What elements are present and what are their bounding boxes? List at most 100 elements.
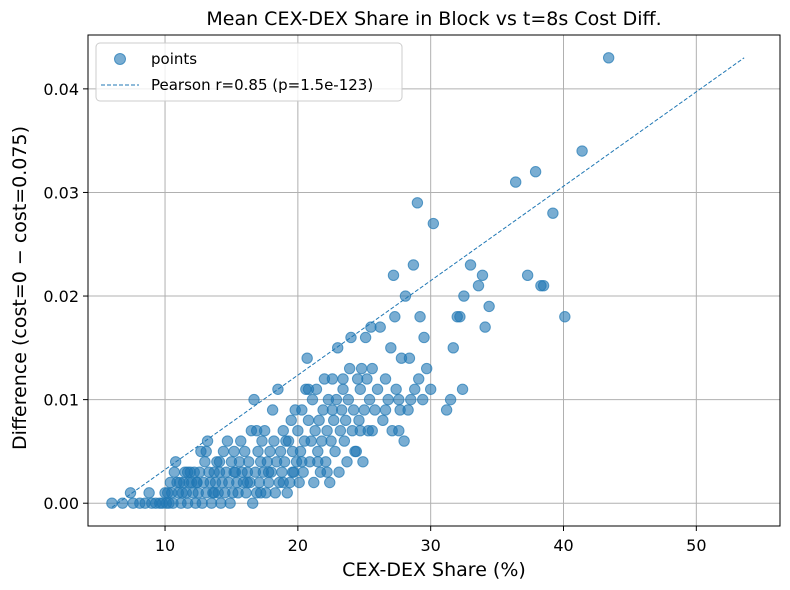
- scatter-point: [458, 290, 470, 302]
- scatter-point: [413, 373, 425, 385]
- scatter-point: [343, 362, 356, 375]
- scatter-point: [363, 393, 376, 406]
- scatter-point: [387, 269, 400, 282]
- scatter-point: [321, 466, 333, 478]
- scatter-point: [405, 393, 417, 406]
- scatter-point: [398, 435, 410, 447]
- scatter-point: [403, 352, 416, 364]
- scatter-point: [447, 342, 459, 354]
- scatter-point: [272, 383, 284, 395]
- scatter-point: [235, 435, 247, 447]
- scatter-point: [266, 404, 279, 416]
- scatter-point: [374, 321, 386, 333]
- scatter-point: [221, 435, 234, 447]
- scatter-point: [337, 373, 349, 385]
- x-tick-label: 20: [288, 536, 308, 555]
- scatter-point: [191, 476, 203, 489]
- scatter-point: [334, 425, 347, 437]
- plot-frame: [87, 34, 781, 527]
- x-axis-label: CEX-DEX Share (%): [342, 559, 526, 581]
- scatter-point: [168, 466, 181, 478]
- scatter-point: [357, 456, 369, 468]
- scatter-point: [248, 393, 260, 406]
- scatter-point: [286, 466, 299, 478]
- y-axis-label: Difference (cost=0 − cost=0.075): [9, 126, 31, 450]
- scatter-point: [302, 383, 315, 395]
- scatter-point: [338, 435, 351, 447]
- scatter-point: [424, 383, 437, 395]
- scatter-point: [228, 445, 240, 458]
- x-tick-label: 30: [420, 536, 440, 555]
- scatter-point: [427, 217, 440, 230]
- scatter-point: [342, 393, 355, 406]
- legend: points Pearson r=0.85 (p=1.5e-123): [95, 42, 403, 102]
- scatter-point: [345, 331, 357, 344]
- scatter-point: [464, 259, 477, 271]
- scatter-point: [241, 476, 254, 489]
- scatter-point: [199, 456, 211, 468]
- y-tick-label: 0.03: [43, 183, 79, 202]
- scatter-point: [276, 466, 288, 478]
- scatter-point: [402, 404, 414, 416]
- scatter-point: [576, 145, 588, 157]
- regression-line: [111, 57, 745, 508]
- y-tick-label: 0.04: [43, 80, 79, 99]
- legend-marker-points: [114, 53, 126, 65]
- scatter-point: [483, 300, 495, 313]
- scatter-point: [377, 414, 389, 427]
- scatter-point: [277, 476, 289, 489]
- scatter-point: [164, 476, 177, 489]
- scatter-point: [389, 311, 401, 323]
- scatter-point: [479, 321, 491, 333]
- scatter-point: [297, 466, 309, 478]
- scatter-point: [414, 311, 426, 323]
- scatter-point: [529, 166, 542, 178]
- scatter-point: [537, 279, 550, 292]
- y-tick-label: 0.02: [43, 287, 79, 306]
- scatter-point: [390, 383, 402, 395]
- scatter-point: [324, 476, 336, 489]
- scatter-point: [521, 269, 534, 282]
- scatter-point: [285, 414, 297, 427]
- scatter-point: [354, 383, 366, 395]
- scatter-point: [247, 497, 259, 509]
- scatter-point: [559, 311, 571, 323]
- scatter-point: [509, 176, 522, 188]
- scatter-point: [240, 487, 252, 499]
- scatter-point: [325, 435, 337, 447]
- scatter-point: [399, 290, 412, 302]
- scatter-point: [354, 425, 366, 437]
- scatter-point: [309, 425, 321, 437]
- scatter-point: [440, 404, 453, 416]
- legend-label-line: Pearson r=0.85 (p=1.5e-123): [151, 76, 373, 94]
- scatter-point: [224, 497, 236, 509]
- scatter-point: [472, 279, 485, 292]
- scatter-point: [444, 393, 457, 406]
- scatter-point: [201, 435, 214, 447]
- scatter-point: [359, 331, 372, 344]
- scatter-point: [329, 445, 341, 458]
- scatter-point: [382, 393, 394, 406]
- scatter-point: [274, 445, 287, 458]
- scatter-point: [217, 445, 230, 458]
- scatter-point: [547, 207, 559, 219]
- x-tick-label: 50: [686, 536, 706, 555]
- scatter-point: [371, 383, 384, 395]
- y-tick-label: 0.00: [43, 494, 79, 513]
- x-tick-label: 10: [155, 536, 175, 555]
- scatter-point: [305, 435, 317, 447]
- scatter-point: [181, 466, 194, 478]
- scatter-point: [326, 373, 339, 385]
- legend-label-points: points: [151, 50, 197, 68]
- scatter-point: [254, 487, 267, 499]
- scatter-point: [347, 404, 360, 416]
- scatter-point: [213, 456, 226, 468]
- scatter-point: [294, 445, 307, 458]
- scatter-point: [256, 435, 268, 447]
- scatter-point: [349, 445, 361, 458]
- scatter-point: [268, 435, 280, 447]
- scatter-point: [341, 456, 353, 468]
- scatter-point: [326, 404, 339, 416]
- scatter-point: [393, 425, 405, 437]
